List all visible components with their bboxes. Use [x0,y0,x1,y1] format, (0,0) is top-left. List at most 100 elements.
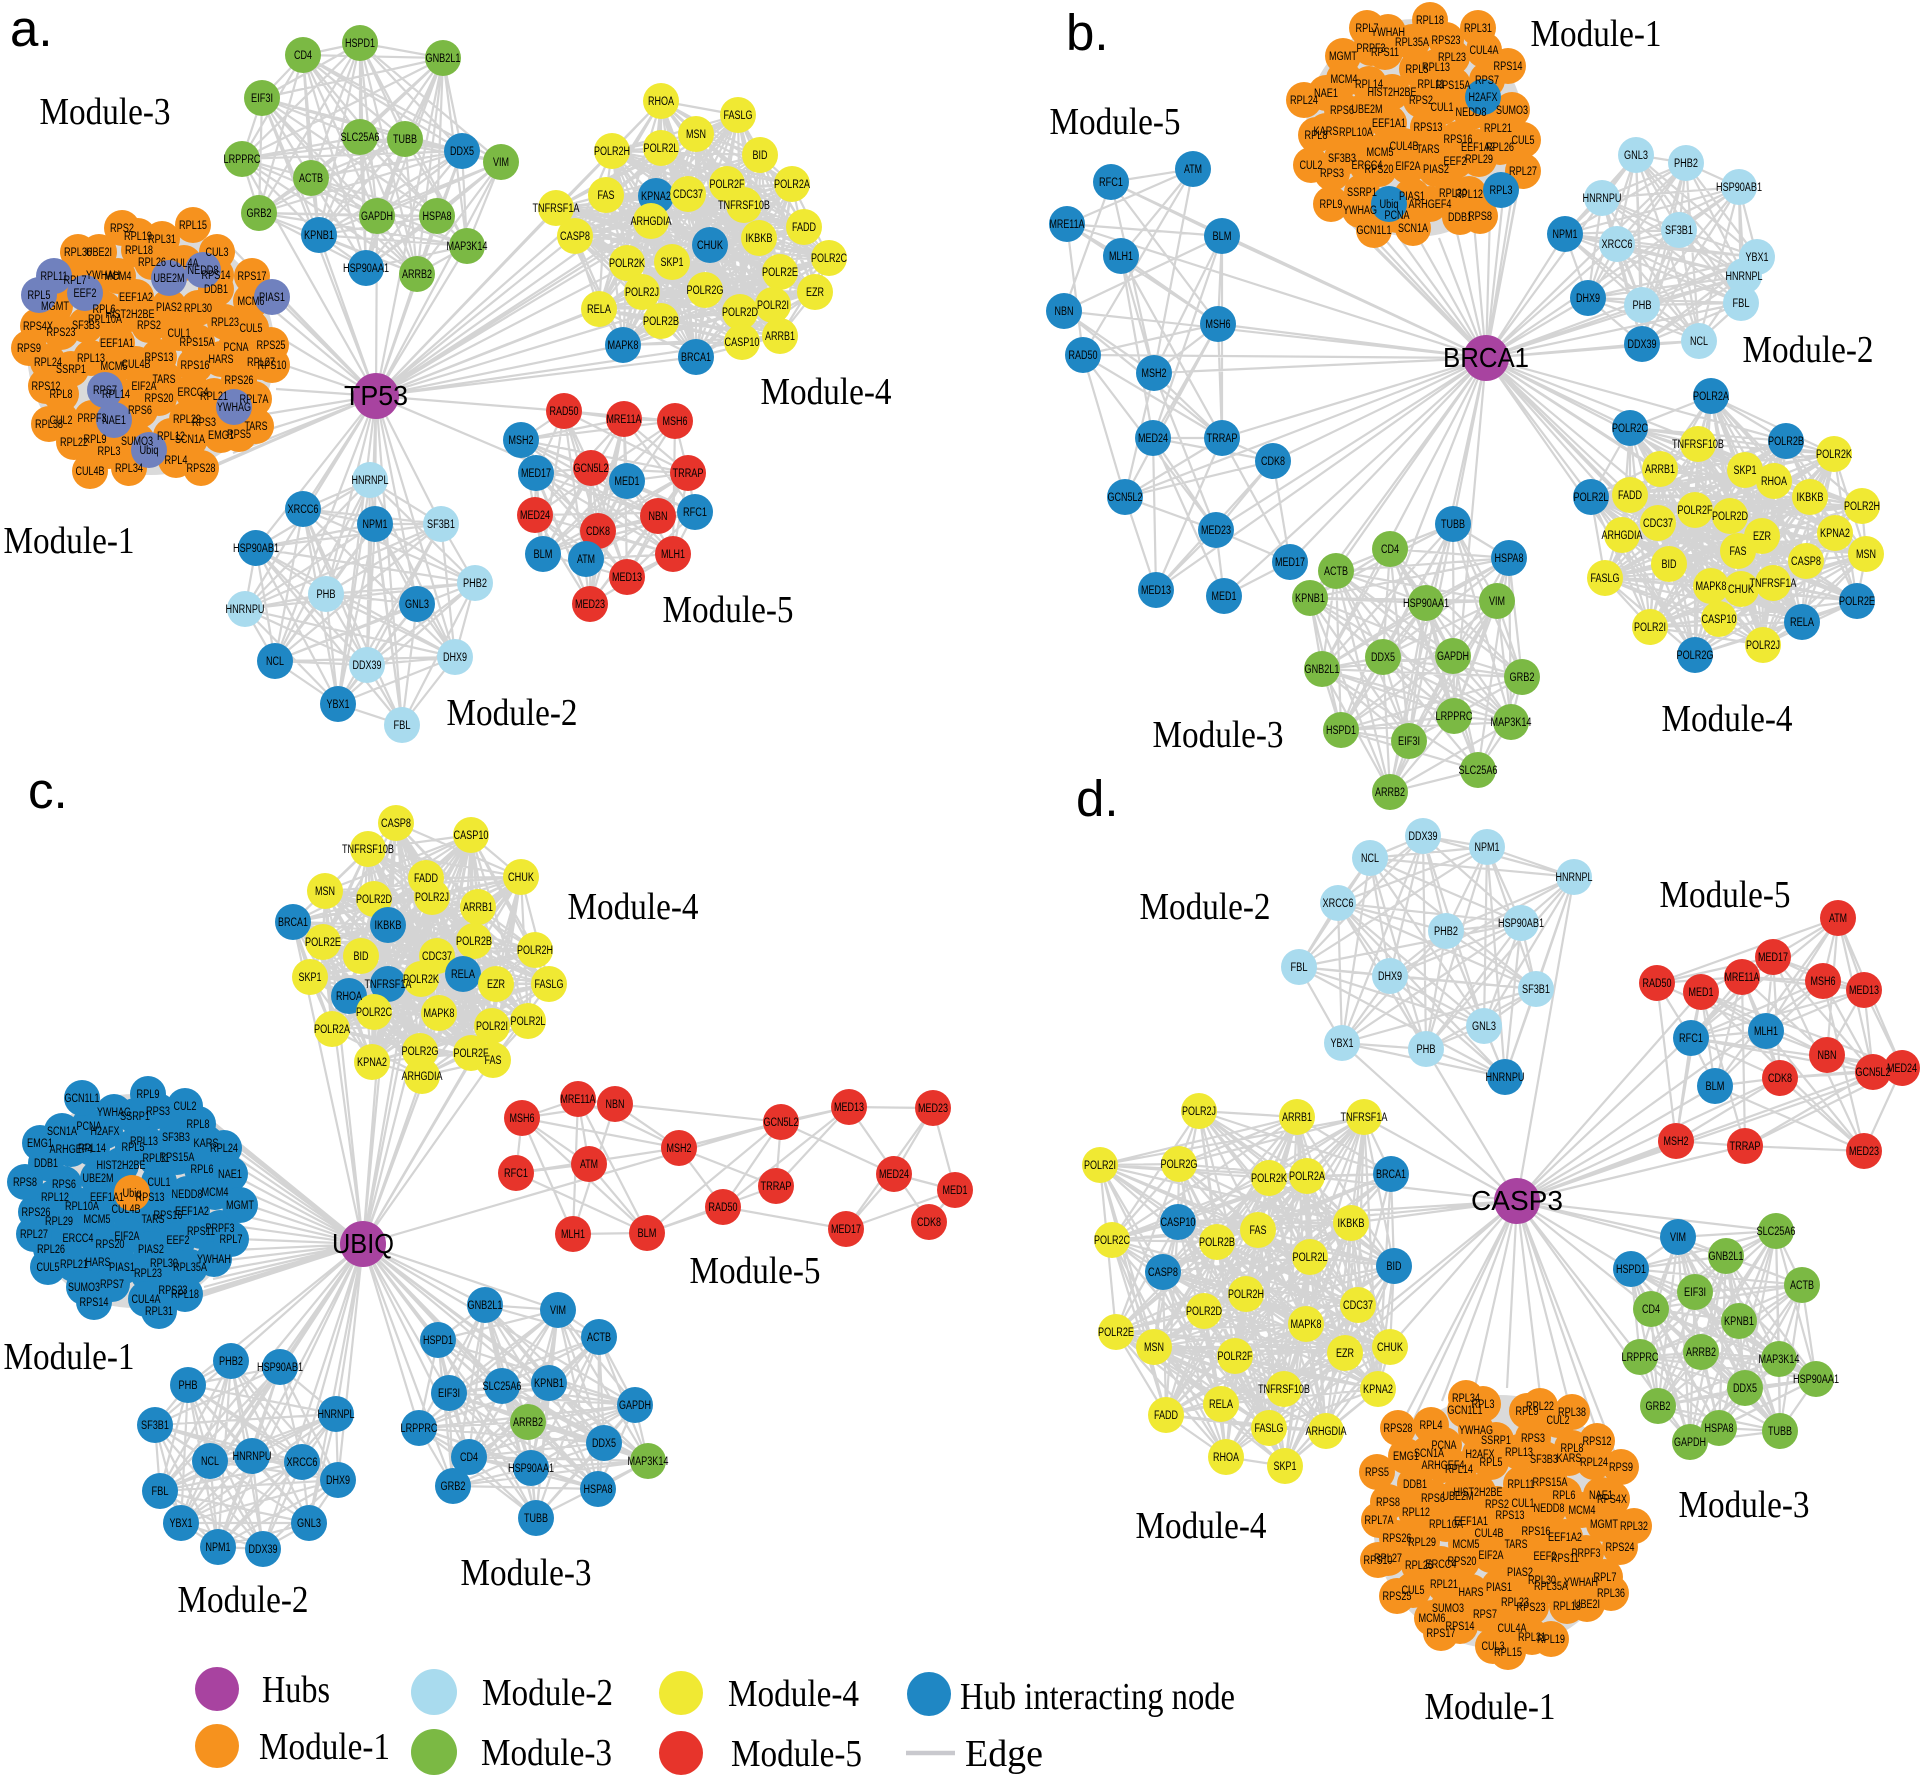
svg-text:RPS16: RPS16 [1522,1524,1551,1538]
svg-text:d.: d. [1076,770,1119,827]
svg-text:CUL2: CUL2 [1547,1413,1570,1427]
svg-text:POLR2C: POLR2C [1612,421,1648,435]
svg-text:MED23: MED23 [575,597,605,611]
svg-text:RPS23: RPS23 [1517,1600,1546,1614]
svg-text:ERCC4: ERCC4 [63,1231,94,1245]
svg-text:RPL38: RPL38 [1558,1405,1586,1419]
svg-text:DDB1: DDB1 [204,282,228,296]
svg-text:RPL23: RPL23 [134,1266,162,1280]
svg-text:BRCA1: BRCA1 [278,915,308,929]
svg-text:GCN5L2: GCN5L2 [1856,1065,1891,1079]
svg-text:Module-1: Module-1 [4,520,135,562]
svg-text:IKBKB: IKBKB [1338,1216,1365,1230]
svg-text:DDX39: DDX39 [1628,337,1657,351]
svg-text:NAE1: NAE1 [1589,1488,1613,1502]
svg-text:LRPPRC: LRPPRC [401,1421,438,1435]
svg-text:HSP90AA1: HSP90AA1 [1793,1372,1839,1386]
svg-text:ARHGDIA: ARHGDIA [631,214,673,228]
svg-text:ATM: ATM [1829,911,1847,925]
svg-text:UBE2M: UBE2M [1352,102,1383,116]
svg-text:CHUK: CHUK [1377,1340,1403,1354]
svg-text:MSH6: MSH6 [1206,317,1231,331]
svg-text:MCM4: MCM4 [105,269,132,283]
svg-text:CUL2: CUL2 [1300,158,1323,172]
svg-text:FBL: FBL [1291,960,1308,974]
svg-text:SF3B1: SF3B1 [1522,982,1550,996]
svg-text:SSRP1: SSRP1 [1347,185,1377,199]
svg-text:CASP10: CASP10 [725,335,760,349]
svg-text:GNL3: GNL3 [297,1516,321,1530]
svg-text:NBN: NBN [649,509,668,523]
svg-text:HSP90AA1: HSP90AA1 [508,1461,554,1475]
svg-text:MRE11A: MRE11A [561,1092,597,1106]
svg-text:RPL10A: RPL10A [88,312,123,326]
svg-text:RPS4X: RPS4X [1597,1492,1627,1506]
svg-text:GCN5L2: GCN5L2 [764,1115,799,1129]
svg-text:XRCC6: XRCC6 [287,1455,318,1469]
svg-text:CUL4A: CUL4A [170,256,200,270]
svg-text:CDK8: CDK8 [586,524,610,538]
svg-text:SCN1A: SCN1A [47,1124,78,1138]
svg-text:RPS20: RPS20 [145,391,174,405]
svg-text:Module-2: Module-2 [1743,329,1874,371]
svg-text:CASP10: CASP10 [454,828,489,842]
svg-text:RPS7: RPS7 [100,1277,124,1291]
svg-text:RPL15: RPL15 [1494,1645,1522,1659]
svg-text:SSRP1: SSRP1 [1481,1433,1511,1447]
svg-text:RPL6: RPL6 [1553,1488,1576,1502]
svg-text:ARHGDIA: ARHGDIA [1602,528,1644,542]
svg-text:RPL7A: RPL7A [1365,1513,1395,1527]
svg-text:MAP3K14: MAP3K14 [1759,1352,1800,1366]
svg-text:PHB2: PHB2 [1434,924,1458,938]
svg-text:GNL3: GNL3 [1624,148,1648,162]
svg-text:YWHAG: YWHAG [217,400,251,414]
svg-text:RFC1: RFC1 [1099,175,1123,189]
svg-text:KPNA2: KPNA2 [641,189,671,203]
svg-text:EEF2: EEF2 [1534,1549,1557,1563]
svg-text:KARS: KARS [1557,1451,1582,1465]
svg-text:HSP90AA1: HSP90AA1 [343,261,389,275]
svg-text:EIF2A: EIF2A [1396,159,1422,173]
svg-text:KPNB1: KPNB1 [1724,1314,1754,1328]
svg-text:BID: BID [354,949,369,963]
svg-text:RHOA: RHOA [648,94,675,108]
svg-text:c.: c. [28,762,68,819]
svg-text:KARS: KARS [1314,124,1339,138]
svg-text:MAPK8: MAPK8 [1291,1317,1322,1331]
svg-text:RPL21: RPL21 [200,389,228,403]
svg-text:SF3B1: SF3B1 [1665,223,1693,237]
svg-text:YBX1: YBX1 [170,1516,193,1530]
svg-text:RHOA: RHOA [1761,474,1788,488]
svg-text:Module-1: Module-1 [1531,13,1662,55]
svg-text:RPL12: RPL12 [1455,187,1483,201]
svg-text:RPL7: RPL7 [1356,21,1379,35]
svg-text:SF3B1: SF3B1 [427,517,455,531]
svg-text:EZR: EZR [1753,529,1771,543]
svg-text:RPL22: RPL22 [60,435,88,449]
svg-text:DHX9: DHX9 [1576,291,1600,305]
svg-text:EEF1A2: EEF1A2 [1461,140,1495,154]
svg-text:ARRB1: ARRB1 [765,329,795,343]
svg-text:CASP8: CASP8 [1791,554,1821,568]
svg-text:RPL26: RPL26 [138,255,166,269]
svg-text:NPM1: NPM1 [1475,840,1500,854]
svg-text:TUBB: TUBB [1768,1424,1792,1438]
svg-text:MSH2: MSH2 [509,433,534,447]
svg-text:POLR2E: POLR2E [762,265,798,279]
svg-text:HNRNPL: HNRNPL [1726,269,1763,283]
svg-text:RPL27: RPL27 [1509,164,1537,178]
svg-text:MED17: MED17 [831,1222,861,1236]
svg-text:HSPD1: HSPD1 [423,1333,453,1347]
svg-text:MGMT: MGMT [41,299,69,313]
svg-text:ACTB: ACTB [587,1330,611,1344]
svg-text:BRCA1: BRCA1 [1376,1167,1406,1181]
svg-text:TNFRSF10B: TNFRSF10B [1672,437,1724,451]
svg-text:TARS: TARS [1505,1537,1528,1551]
svg-text:PIAS1: PIAS1 [1486,1580,1512,1594]
svg-text:DDX39: DDX39 [1409,829,1438,843]
svg-text:MED1: MED1 [1212,589,1237,603]
svg-text:Module-5: Module-5 [1660,874,1791,916]
svg-text:DHX9: DHX9 [443,650,467,664]
svg-text:RPS11: RPS11 [187,1224,215,1238]
svg-text:RPS4X: RPS4X [23,319,53,333]
